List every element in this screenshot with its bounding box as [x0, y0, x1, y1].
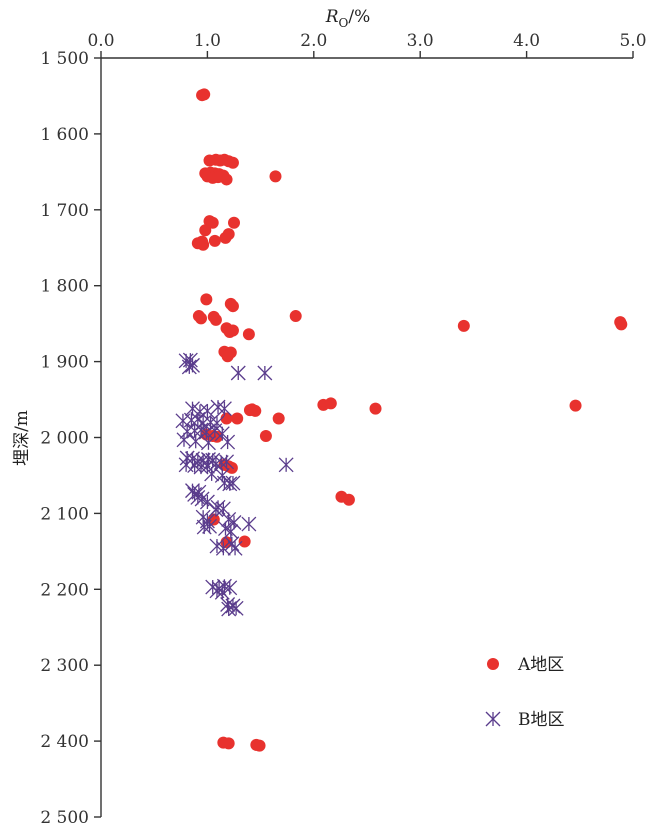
- point-a: [243, 404, 256, 417]
- point-b: [226, 515, 242, 530]
- point-b: [190, 490, 206, 505]
- y-tick-label: 2 300: [40, 656, 89, 676]
- point-a: [210, 430, 223, 443]
- point-b: [278, 457, 294, 473]
- point-b: [225, 475, 241, 491]
- point-a: [208, 234, 221, 247]
- x-tick-label: 0.0: [87, 31, 114, 51]
- x-axis-title: RO/%: [325, 7, 371, 30]
- x-tick-label: 2.0: [300, 31, 327, 51]
- y-tick-label: 1 800: [40, 277, 89, 297]
- point-b: [208, 502, 224, 518]
- point-a: [457, 319, 470, 332]
- point-a: [226, 300, 239, 313]
- point-b: [207, 423, 223, 439]
- point-a: [221, 350, 234, 363]
- point-b: [188, 433, 204, 449]
- point-a: [226, 156, 239, 169]
- point-a: [269, 170, 282, 183]
- series-a-points: [191, 88, 628, 752]
- point-a: [289, 310, 302, 323]
- point-a: [223, 325, 236, 338]
- y-axis-title: 埋深/m: [12, 410, 32, 466]
- point-a: [228, 216, 240, 229]
- point-b: [193, 422, 209, 438]
- point-b: [214, 584, 230, 600]
- point-b: [199, 494, 215, 510]
- point-a: [220, 412, 233, 425]
- point-b: [219, 454, 235, 470]
- point-a: [220, 173, 233, 186]
- point-b: [181, 359, 197, 375]
- svg-text:RO/%: RO/%: [325, 7, 371, 30]
- y-tick-label: 1 900: [40, 353, 89, 373]
- y-tick-label: 2 200: [40, 580, 89, 600]
- point-a: [219, 231, 232, 244]
- point-b: [230, 365, 246, 381]
- point-a: [324, 397, 337, 410]
- point-b: [221, 512, 237, 527]
- point-b: [214, 426, 230, 442]
- point-b: [224, 536, 240, 552]
- point-b: [227, 540, 243, 556]
- y-tick-label: 2 100: [40, 504, 89, 524]
- y-tick-label: 2 400: [40, 732, 89, 752]
- x-axis-title-sub: O: [339, 16, 349, 30]
- legend-marker-b: [485, 711, 501, 727]
- point-a: [369, 402, 382, 415]
- point-a: [238, 535, 251, 548]
- point-b: [216, 401, 232, 417]
- point-a: [569, 399, 582, 412]
- legend: A地区 B地区: [485, 655, 565, 730]
- point-a: [342, 493, 355, 506]
- point-a: [259, 429, 272, 442]
- x-axis-title-main: R: [325, 7, 339, 27]
- point-b: [222, 580, 238, 596]
- point-a: [272, 412, 285, 425]
- point-b: [182, 352, 198, 368]
- x-tick-label: 1.0: [194, 31, 221, 51]
- point-a: [242, 328, 255, 341]
- point-a: [196, 89, 209, 102]
- legend-marker-a: [487, 658, 499, 670]
- series-b-points: [175, 352, 294, 617]
- x-tick-label: 4.0: [513, 31, 540, 51]
- point-b: [220, 434, 236, 450]
- point-b: [199, 403, 215, 419]
- point-a: [207, 513, 220, 526]
- y-tick-label: 2 500: [40, 808, 89, 828]
- point-b: [215, 540, 231, 556]
- point-b: [221, 601, 237, 617]
- axes: 0.0 1.0 2.0 3.0 4.0 5.0 1 500 1 600 1 700 1 800 1 …: [40, 31, 646, 828]
- point-a: [199, 224, 212, 237]
- point-a: [209, 313, 222, 326]
- legend-label-a: A地区: [517, 655, 564, 675]
- point-b: [241, 516, 257, 532]
- x-axis-title-unit: /%: [348, 7, 370, 27]
- point-b: [228, 600, 244, 616]
- x-tick-label: 3.0: [407, 31, 434, 51]
- y-tick-label: 1 700: [40, 201, 89, 221]
- point-a: [615, 318, 628, 331]
- point-a: [253, 739, 266, 752]
- point-a: [197, 238, 210, 251]
- y-tick-label: 1 500: [40, 49, 89, 69]
- point-b: [223, 524, 239, 540]
- y-tick-label: 2 000: [40, 429, 89, 449]
- point-b: [218, 521, 233, 537]
- x-tick-label: 5.0: [619, 31, 646, 51]
- point-b: [257, 365, 273, 381]
- legend-label-b: B地区: [518, 710, 565, 730]
- point-a: [200, 293, 213, 306]
- point-b: [202, 518, 217, 534]
- point-a: [231, 412, 244, 425]
- point-a: [206, 216, 219, 229]
- y-tick-label: 1 600: [40, 125, 89, 145]
- point-a: [195, 312, 208, 325]
- point-a: [222, 737, 235, 750]
- point-b: [193, 459, 209, 475]
- point-b: [201, 435, 216, 451]
